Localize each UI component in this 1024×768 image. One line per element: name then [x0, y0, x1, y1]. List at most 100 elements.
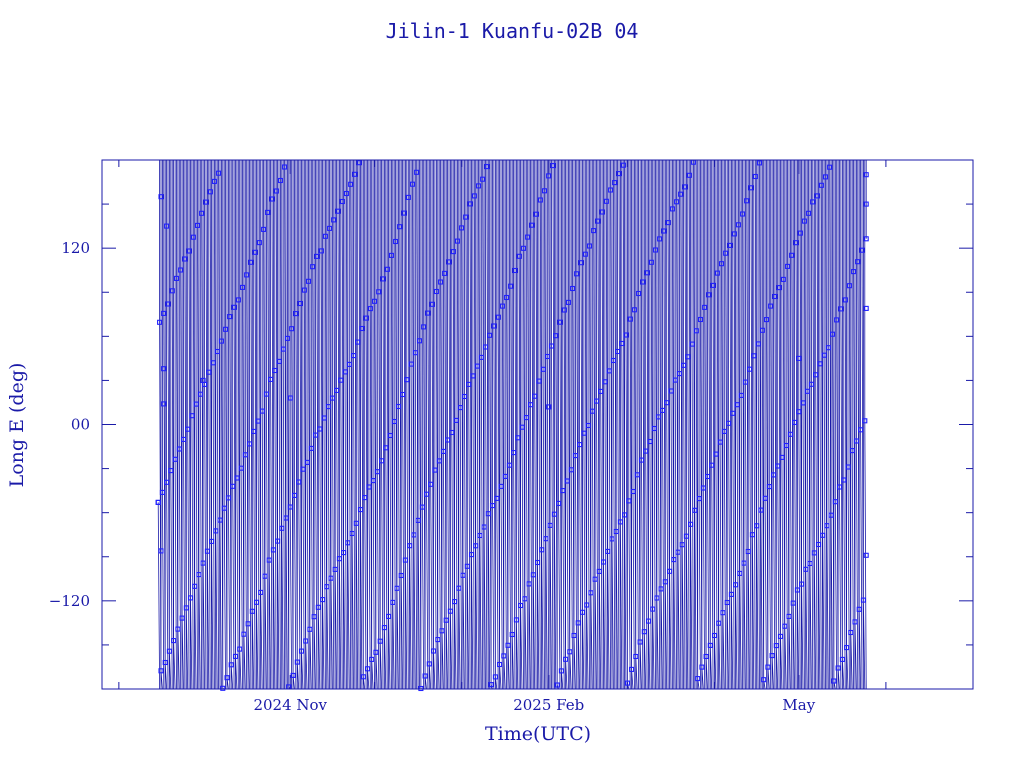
- data-point-marker: [398, 572, 404, 579]
- data-point-marker: [204, 548, 210, 554]
- data-point-marker: [446, 259, 452, 265]
- data-point-marker: [824, 523, 830, 529]
- data-point-marker: [759, 327, 765, 333]
- data-point-marker: [741, 560, 747, 566]
- data-point-marker: [512, 267, 518, 274]
- data-point-marker: [213, 528, 219, 534]
- data-point-marker: [584, 602, 590, 608]
- data-point-marker: [371, 298, 378, 304]
- data-point-marker: [682, 184, 688, 190]
- data-point-marker: [792, 419, 798, 425]
- data-point-marker: [210, 360, 216, 366]
- data-point: [158, 194, 164, 200]
- chart-title: Jilin-1 Kuanfu-02B 04: [386, 19, 639, 43]
- data-point-marker: [443, 617, 449, 623]
- data-point-marker: [575, 620, 581, 626]
- data-point-marker: [404, 377, 410, 383]
- data-point-marker: [445, 437, 451, 443]
- data-point-marker: [369, 656, 375, 662]
- data-point-marker: [258, 589, 264, 595]
- data-point-marker: [221, 505, 227, 511]
- data-point-marker: [683, 533, 689, 539]
- data-point-marker: [807, 560, 813, 567]
- data-point-marker: [211, 178, 217, 184]
- data-point-marker: [331, 217, 337, 223]
- data-point-marker: [827, 164, 833, 170]
- data-point-marker: [619, 340, 625, 347]
- data-point-marker: [460, 572, 466, 578]
- data-point-marker: [709, 462, 715, 468]
- data-point-marker: [762, 495, 768, 501]
- data-point-marker: [352, 171, 358, 177]
- data-point-marker: [242, 452, 248, 458]
- data-point-marker: [426, 661, 432, 667]
- data-point-marker: [693, 328, 699, 334]
- data-point-marker: [696, 496, 702, 502]
- data-point-marker: [610, 357, 616, 364]
- data-point: [863, 201, 869, 207]
- data-point-marker: [821, 352, 827, 358]
- data-point-marker: [669, 206, 675, 212]
- data-point-marker: [772, 293, 778, 300]
- data-point-marker: [817, 361, 823, 367]
- data-point-marker: [609, 536, 615, 542]
- data-point-marker: [855, 259, 861, 265]
- data-point-marker: [671, 557, 677, 563]
- data-point-marker: [245, 621, 251, 627]
- data-point-marker: [550, 163, 556, 169]
- data-point-marker: [453, 417, 459, 423]
- data-point-marker: [390, 599, 396, 605]
- data-point-marker: [737, 570, 743, 576]
- data-point-marker: [429, 301, 435, 307]
- data-point-marker: [704, 473, 711, 480]
- data-point-marker: [511, 450, 517, 456]
- data-point-marker: [468, 552, 475, 558]
- data-point-marker: [589, 408, 595, 414]
- data-point-marker: [168, 468, 174, 474]
- data-point-marker: [713, 451, 719, 457]
- data-point-marker: [296, 479, 302, 485]
- data-point-marker: [355, 339, 361, 345]
- data-point-marker: [548, 343, 555, 349]
- data-point-marker: [464, 563, 470, 569]
- data-point-marker: [834, 317, 840, 323]
- data-point-marker: [183, 605, 189, 611]
- data-point-marker: [647, 438, 653, 445]
- data-point-marker: [665, 220, 671, 226]
- data-point-marker: [574, 271, 580, 277]
- data-point-marker: [779, 454, 785, 460]
- data-point-marker: [714, 270, 720, 276]
- data-point-marker: [657, 236, 663, 242]
- data-point-marker: [346, 361, 352, 367]
- data-point-marker: [641, 629, 647, 635]
- data-point-marker: [244, 272, 250, 278]
- data-point-marker: [416, 338, 423, 344]
- data-point-marker: [199, 210, 205, 216]
- data-point-marker: [810, 199, 816, 205]
- data-point-marker: [324, 584, 330, 590]
- longitude-trace: [157, 160, 867, 689]
- data-point-marker: [600, 559, 607, 565]
- data-point-marker: [293, 311, 299, 317]
- data-point-marker: [200, 560, 206, 566]
- data-point-marker: [366, 484, 372, 490]
- data-point-marker: [478, 354, 484, 360]
- data-point-marker: [518, 602, 524, 609]
- data-point-marker: [489, 503, 496, 509]
- data-point-marker: [187, 595, 194, 601]
- data-point-marker: [169, 288, 175, 294]
- data-point-marker: [158, 668, 164, 674]
- data-point: [863, 552, 869, 558]
- data-point-marker: [343, 190, 349, 197]
- data-point-marker: [341, 550, 347, 556]
- data-point-marker: [374, 469, 380, 475]
- data-point-marker: [623, 332, 629, 338]
- data-point-marker: [561, 307, 567, 313]
- data-point-marker: [262, 573, 268, 579]
- data-point-marker: [571, 632, 577, 639]
- data-point-marker: [520, 245, 527, 251]
- data-point-marker: [862, 418, 868, 424]
- data-point-marker: [173, 275, 180, 281]
- data-point-marker: [522, 596, 528, 602]
- data-point-marker: [829, 331, 836, 337]
